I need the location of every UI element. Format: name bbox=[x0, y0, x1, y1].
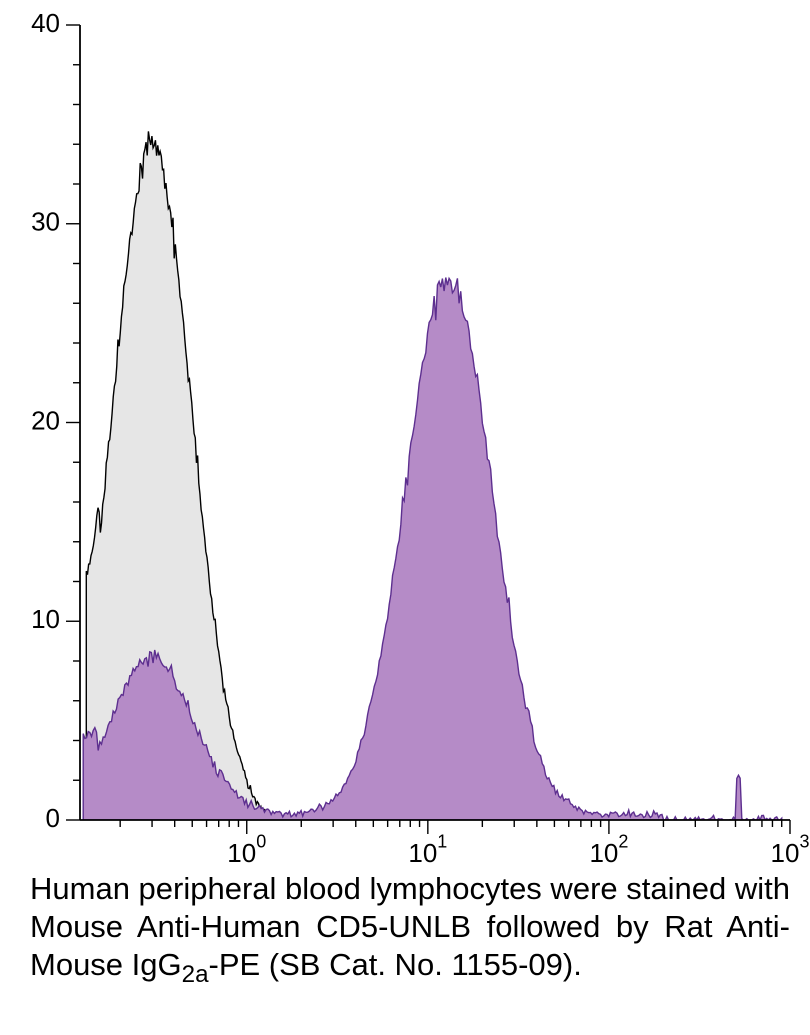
y-tick-label: 0 bbox=[46, 803, 60, 833]
x-tick-label: 100 bbox=[227, 832, 266, 868]
x-tick-label: 103 bbox=[771, 832, 810, 868]
flow-cytometry-histogram: 0 10 20 30 40 100 101 102 103 bbox=[0, 0, 810, 870]
caption-text: Human peripheral blood lymphocytes were … bbox=[30, 870, 790, 983]
y-tick-label: 30 bbox=[31, 207, 60, 237]
x-tick-label: 102 bbox=[589, 832, 628, 868]
y-tick-label: 40 bbox=[31, 8, 60, 38]
y-tick-label: 20 bbox=[31, 405, 60, 435]
x-tick-label: 101 bbox=[408, 832, 447, 868]
y-tick-label: 10 bbox=[31, 604, 60, 634]
